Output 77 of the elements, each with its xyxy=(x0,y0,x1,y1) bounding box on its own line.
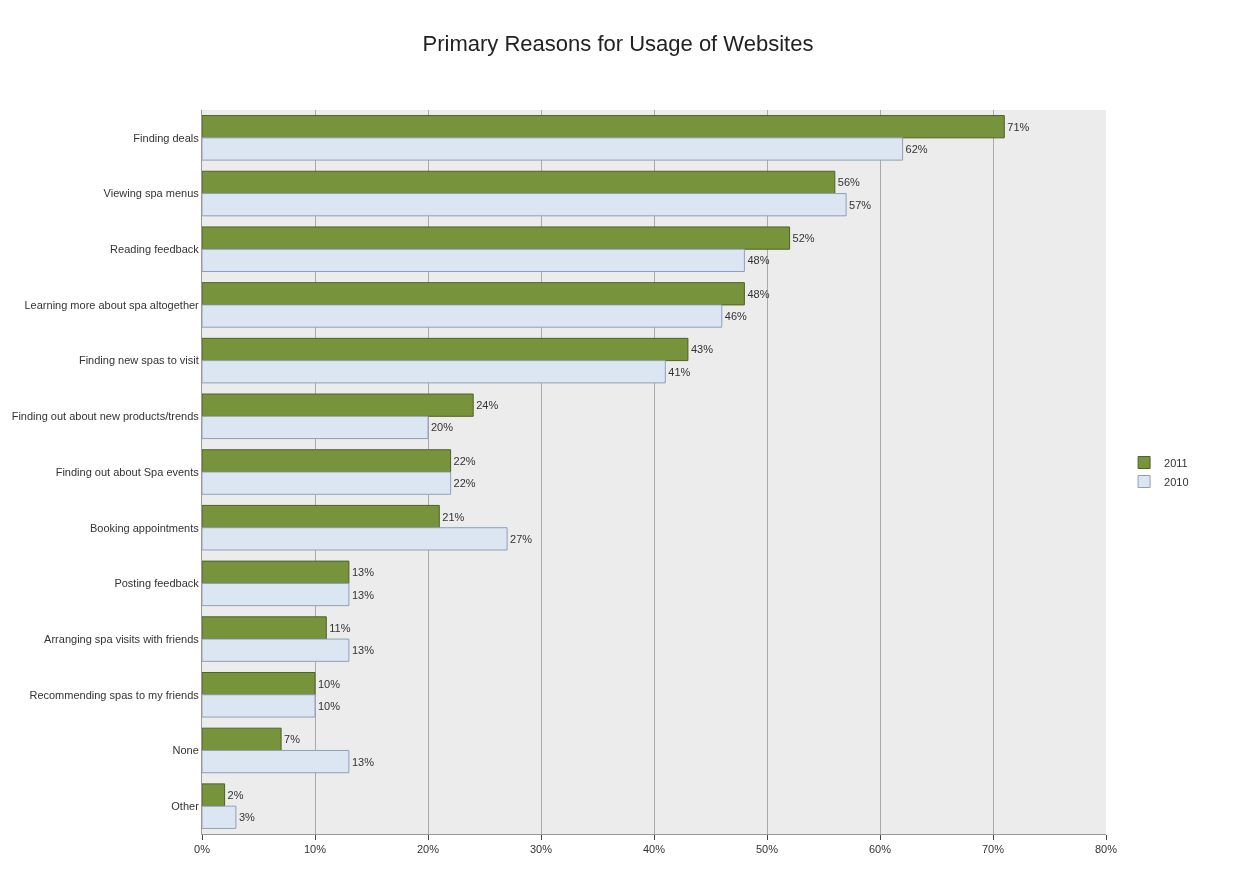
bar xyxy=(202,694,316,718)
data-label: 52% xyxy=(792,232,815,245)
x-tick-label: 10% xyxy=(303,843,327,856)
data-label: 24% xyxy=(476,399,499,412)
bar xyxy=(202,783,226,807)
x-tick-label: 60% xyxy=(868,843,892,856)
data-label: 22% xyxy=(453,477,476,490)
x-tick-label: 0% xyxy=(194,843,211,856)
data-label: 21% xyxy=(442,510,465,523)
bar xyxy=(202,393,474,417)
bar xyxy=(202,582,350,607)
bar xyxy=(202,415,429,440)
legend-label: 2011 xyxy=(1164,456,1188,469)
data-label: 11% xyxy=(329,621,351,634)
x-tick-label: 50% xyxy=(755,843,779,856)
data-label: 46% xyxy=(724,310,748,323)
data-label: 13% xyxy=(351,644,375,657)
data-label: 3% xyxy=(238,811,256,824)
legend-label: 2010 xyxy=(1164,475,1189,488)
y-tick-label: Posting feedback xyxy=(114,577,200,590)
data-label: 20% xyxy=(431,421,454,434)
y-tick-label: Booking appointments xyxy=(89,521,200,534)
bar xyxy=(202,671,316,696)
data-label: 43% xyxy=(690,343,714,356)
bar xyxy=(202,805,237,829)
bar xyxy=(202,282,745,306)
x-tick-label: 70% xyxy=(981,843,1005,856)
data-label: 10% xyxy=(318,699,341,712)
data-label: 13% xyxy=(351,755,375,768)
y-tick-label: Finding out about new products/trends xyxy=(11,410,200,423)
y-tick-label: Viewing spa menus xyxy=(103,187,200,200)
data-label: 7% xyxy=(284,733,301,746)
bar xyxy=(202,471,452,495)
data-label: 41% xyxy=(668,365,691,378)
data-label: 10% xyxy=(318,677,341,690)
data-label: 22% xyxy=(453,454,476,467)
x-tick-label: 20% xyxy=(416,843,440,856)
y-tick-label: Finding out about Spa events xyxy=(55,465,200,478)
bar xyxy=(202,248,745,273)
bar xyxy=(202,727,282,751)
y-tick-label: None xyxy=(172,744,199,757)
bar xyxy=(202,749,350,774)
bar xyxy=(202,560,350,584)
bar xyxy=(202,304,723,328)
y-tick-label: Finding new spas to visit xyxy=(78,354,199,367)
x-tick-label: 40% xyxy=(642,843,666,856)
x-tick-label: 80% xyxy=(1094,843,1118,856)
data-label: 48% xyxy=(747,254,770,267)
data-label: 56% xyxy=(837,176,861,189)
bar xyxy=(202,170,836,195)
bar xyxy=(202,337,689,362)
data-label: 27% xyxy=(510,532,533,545)
bar xyxy=(202,115,1005,139)
data-label: 2% xyxy=(227,789,244,802)
y-tick-label: Reading feedback xyxy=(110,243,200,256)
x-tick-label: 30% xyxy=(529,843,553,856)
bar xyxy=(202,226,791,250)
data-label: 13% xyxy=(351,588,375,601)
data-label: 62% xyxy=(905,142,928,155)
bar xyxy=(202,137,904,161)
data-label: 57% xyxy=(849,198,872,211)
bar xyxy=(202,527,508,551)
bar xyxy=(202,638,350,662)
data-label: 48% xyxy=(747,287,770,300)
bar xyxy=(202,193,847,217)
data-label: 71% xyxy=(1007,120,1030,133)
y-tick-label: Finding deals xyxy=(133,131,200,144)
chart-title: Primary Reasons for Usage of Websites xyxy=(422,30,814,56)
y-tick-label: Learning more about spa altogether xyxy=(24,298,200,311)
bar xyxy=(202,504,440,529)
y-tick-label: Recommending spas to my friends xyxy=(29,688,200,701)
y-tick-label: Arranging spa visits with friends xyxy=(44,632,200,645)
data-label: 13% xyxy=(351,566,375,579)
y-tick-label: Other xyxy=(171,800,200,812)
bar xyxy=(202,449,452,473)
bar xyxy=(202,360,666,384)
bar xyxy=(202,616,327,640)
